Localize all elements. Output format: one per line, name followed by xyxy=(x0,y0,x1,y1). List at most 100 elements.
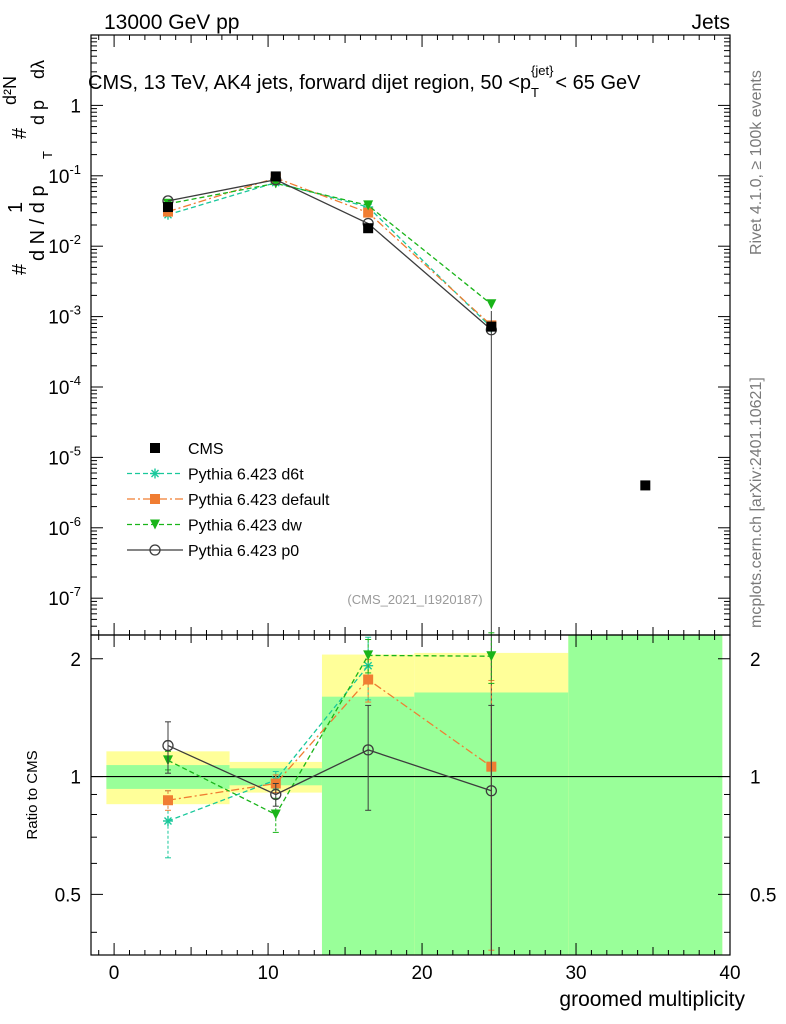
y-tick-label: 10-7 xyxy=(48,584,81,610)
header-right-text: Jets xyxy=(691,11,730,34)
y-tick-exp: -1 xyxy=(69,162,81,177)
y-tick-exp: -5 xyxy=(69,443,81,458)
y-tick-base: 10 xyxy=(48,167,69,188)
legend: CMS Pythia 6.423 d6t Pythia 6.423 default P… xyxy=(127,441,330,560)
main-title: CMS, 13 TeV, AK4 jets, forward dijet reg… xyxy=(88,63,641,100)
series-line-pythia-6-423-dw xyxy=(167,182,492,305)
y-tick-exp: -6 xyxy=(69,514,81,529)
legend-label: Pythia 6.423 p0 xyxy=(188,543,299,560)
ratio-point xyxy=(162,739,174,752)
legend-marker xyxy=(150,519,160,530)
y-tick-exp: -4 xyxy=(69,373,81,388)
legend-label: Pythia 6.423 dw xyxy=(188,518,302,535)
ratio-point xyxy=(270,809,281,820)
series-point xyxy=(363,207,374,218)
ratio-y-tick-label-right: 1 xyxy=(750,768,761,789)
y-tick-label: 10-1 xyxy=(48,162,81,188)
main-frame xyxy=(90,34,731,636)
y-tick-exp: -7 xyxy=(69,584,81,599)
x-tick-label: 30 xyxy=(565,963,586,984)
legend-label: CMS xyxy=(188,441,224,458)
series-point xyxy=(363,200,374,211)
ylabel-d2n: d²N xyxy=(0,76,20,105)
y-tick-base: 10 xyxy=(48,308,69,329)
cms-data-point xyxy=(363,223,374,234)
y-tick-label: 1 xyxy=(70,96,81,117)
rivet-side-text: Rivet 4.1.0, ≥ 100k events xyxy=(748,70,765,255)
header-left-text: 13000 GeV pp xyxy=(104,11,239,34)
ratio-line-pythia-6-423-default xyxy=(167,678,492,801)
ratio-point xyxy=(485,785,497,797)
series-line-pythia-6-423-default xyxy=(167,177,492,326)
y-tick-label: 10-3 xyxy=(48,303,81,329)
y-tick-base: 10 xyxy=(48,519,69,540)
band-inner-4 xyxy=(568,635,723,955)
y-tick-exp: -2 xyxy=(69,232,81,247)
ratio-line-pythia-6-423-dw xyxy=(167,654,492,816)
main-plot-area xyxy=(162,171,651,955)
uncertainty-bands xyxy=(106,635,723,955)
x-tick-label: 20 xyxy=(411,963,432,984)
ratio-point xyxy=(270,788,282,801)
legend-marker xyxy=(150,443,160,453)
ylabel-hash2: # xyxy=(9,127,31,139)
analysis-watermark: (CMS_2021_I1920187) xyxy=(347,592,482,607)
y-tick-label: 10-2 xyxy=(48,232,81,258)
y-tick-label: 10-4 xyxy=(48,373,81,399)
y-tick-exp: -3 xyxy=(69,303,81,318)
mcplots-side-text: mcplots.cern.ch [arXiv:2401.10621] xyxy=(748,377,765,628)
y-tick-label: 10-6 xyxy=(48,514,81,540)
y-tick-base: 10 xyxy=(48,378,69,399)
legend-marker xyxy=(150,494,160,504)
title-suffix: < 65 GeV xyxy=(555,72,641,94)
y-tick-base: 10 xyxy=(48,448,69,469)
ylabel-dpt: d p xyxy=(28,100,48,125)
y-tick-base: 10 xyxy=(48,589,69,610)
ratio-y-tick-label-right: 0.5 xyxy=(750,885,776,906)
series-line-pythia-6-423-p0 xyxy=(167,179,492,331)
ylabel-dlambda: dλ xyxy=(28,60,48,79)
title-prefix: CMS, 13 TeV, AK4 jets, forward dijet reg… xyxy=(88,72,531,94)
cms-data-point xyxy=(486,321,497,332)
axes: 0 10 20 30 40110-110-210-310-410-510-610-70.… xyxy=(48,34,776,984)
cms-data-point xyxy=(640,480,651,491)
ratio-line-pythia-6-423-p0 xyxy=(167,744,492,796)
ylabel-hash: # xyxy=(9,263,31,275)
ylabel-dn: d N / d p xyxy=(27,185,49,261)
ratio-y-tick-label: 1 xyxy=(70,768,81,789)
y-tick-base: 10 xyxy=(48,237,69,258)
ratio-point xyxy=(363,674,374,685)
series-line-pythia-6-423-d6t xyxy=(167,181,492,328)
legend-marker xyxy=(149,544,161,556)
ratio-y-tick-label: 2 xyxy=(70,650,81,671)
ratio-y-tick-label: 0.5 xyxy=(55,885,81,906)
ylabel-t: T xyxy=(40,151,55,159)
ratio-y-tick-label-right: 2 xyxy=(750,650,761,671)
series-point xyxy=(486,299,497,310)
ratio-ylabel: Ratio to CMS xyxy=(24,750,41,839)
ratio-frame xyxy=(90,634,731,956)
legend-marker-stroke xyxy=(151,469,159,478)
ratio-point-stroke xyxy=(163,816,172,825)
ratio-point xyxy=(362,744,374,756)
cms-data-point xyxy=(162,202,173,213)
cms-data-point xyxy=(270,171,281,182)
ratio-plot-area xyxy=(91,632,730,956)
x-tick-label: 10 xyxy=(258,963,279,984)
legend-marker xyxy=(150,468,160,479)
x-tick-label: 0 xyxy=(109,963,120,984)
legend-label: Pythia 6.423 default xyxy=(188,492,330,509)
ylabel-one: 1 xyxy=(5,202,27,213)
y-tick-label: 10-5 xyxy=(48,443,81,469)
title-sub: T xyxy=(531,85,539,100)
x-axis-label: groomed multiplicity xyxy=(559,988,745,1011)
main-ylabel: # 1 d N / d p T # d²N d p dλ xyxy=(0,60,55,275)
ratio-point xyxy=(486,651,497,662)
title-sup: {jet} xyxy=(531,63,554,78)
ratio-point xyxy=(363,650,374,661)
ratio-point xyxy=(162,795,173,806)
legend-label: Pythia 6.423 d6t xyxy=(188,467,304,484)
x-tick-label: 40 xyxy=(719,963,740,984)
ratio-point xyxy=(162,815,173,826)
